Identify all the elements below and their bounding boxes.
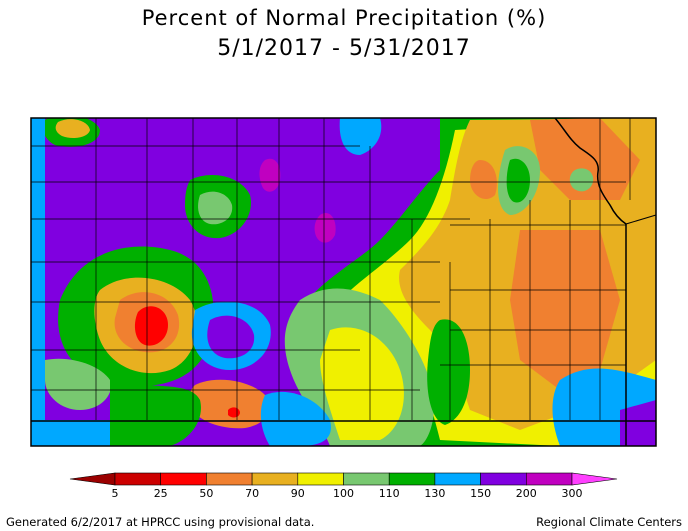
legend-tick-label: 50 xyxy=(199,487,213,500)
legend-tick-label: 100 xyxy=(333,487,354,500)
credit-label: Regional Climate Centers xyxy=(536,515,682,529)
legend-tick-label: 25 xyxy=(154,487,168,500)
legend-swatch xyxy=(343,472,390,486)
legend-tick-label: 200 xyxy=(516,487,537,500)
map-title: Percent of Normal Precipitation (%) xyxy=(141,6,547,30)
legend-swatch xyxy=(160,472,207,486)
county-boundaries xyxy=(31,118,631,420)
legend-swatch xyxy=(114,472,162,486)
legend-tick-label: 110 xyxy=(379,487,400,500)
legend-swatch xyxy=(388,472,436,486)
legend-swatch xyxy=(480,472,527,486)
legend-swatch xyxy=(206,472,253,486)
legend-tick-label: 300 xyxy=(562,487,583,500)
legend-color-bar xyxy=(69,472,618,486)
legend-ticks: 5 25 50 70 90 100 110 130 150 200 300 xyxy=(112,487,583,500)
map-date-range: 5/1/2017 - 5/31/2017 xyxy=(217,36,471,61)
generated-note: Generated 6/2/2017 at HPRCC using provis… xyxy=(6,515,315,529)
legend-swatch xyxy=(434,472,481,486)
legend-tick-label: 150 xyxy=(470,487,491,500)
legend-swatch xyxy=(525,472,573,486)
legend-tick-label: 70 xyxy=(245,487,259,500)
legend-arrow-low xyxy=(69,472,116,486)
legend-swatch xyxy=(297,472,344,486)
map-frame xyxy=(30,117,657,447)
precipitation-fill xyxy=(31,118,656,446)
state-boundary-east xyxy=(554,117,627,446)
legend-tick-label: 90 xyxy=(291,487,305,500)
legend-tick-label: 5 xyxy=(112,487,119,500)
legend-arrow-high xyxy=(571,472,618,486)
legend-tick-label: 130 xyxy=(424,487,445,500)
legend-swatch xyxy=(251,472,299,486)
